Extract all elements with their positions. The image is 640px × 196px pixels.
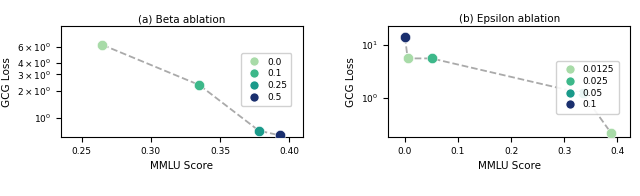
- Point: [400, 35, 410, 38]
- X-axis label: MMLU Score: MMLU Score: [477, 162, 541, 172]
- Legend: 0.0125, 0.025, 0.05, 0.1: 0.0125, 0.025, 0.05, 0.1: [556, 61, 619, 114]
- Point: [97, 43, 108, 46]
- Title: (a) Beta ablation: (a) Beta ablation: [138, 14, 226, 24]
- Point: [577, 92, 588, 95]
- Legend: 0.0, 0.1, 0.25, 0.5: 0.0, 0.1, 0.25, 0.5: [241, 53, 291, 106]
- Point: [426, 57, 436, 60]
- Y-axis label: GCG Loss: GCG Loss: [1, 57, 12, 107]
- Point: [605, 131, 616, 134]
- Title: (b) Epsilon ablation: (b) Epsilon ablation: [459, 14, 560, 24]
- Y-axis label: GCG Loss: GCG Loss: [346, 57, 356, 107]
- Point: [403, 57, 413, 60]
- Point: [253, 129, 264, 132]
- Point: [275, 134, 285, 137]
- Point: [194, 83, 204, 87]
- X-axis label: MMLU Score: MMLU Score: [150, 162, 214, 172]
